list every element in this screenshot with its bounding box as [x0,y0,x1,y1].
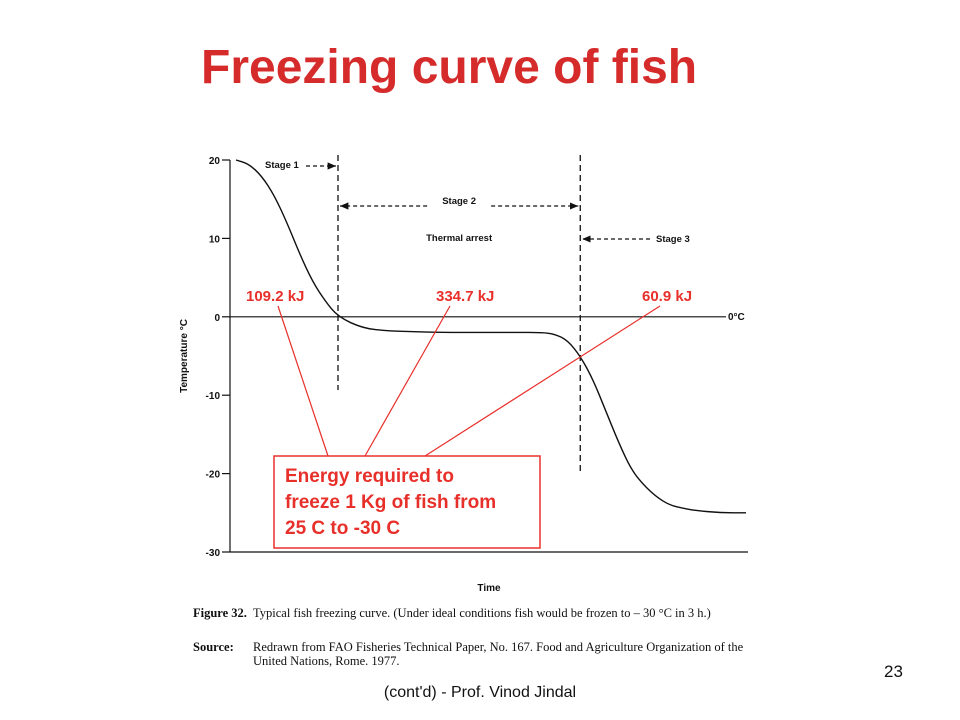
slide-title: Freezing curve of fish [201,41,698,94]
energy-leader-3 [424,305,661,457]
stage-1-label: Stage 1 [265,160,300,171]
y-axis-title: Temperature °C [179,319,190,393]
energy-label-2: 334.7 kJ [436,288,494,305]
stage-3-label: Stage 3 [656,234,690,245]
annotation-layer: Stage 1 Stage 2 Thermal arrest Stage 3 109.2… [246,155,692,549]
energy-box-line-2: freeze 1 Kg of fish from [285,492,496,513]
y-tick-label: -20 [206,470,221,481]
energy-label-1: 109.2 kJ [246,288,304,305]
source-label: Source: [193,640,234,654]
energy-box-line-1: Energy required to [285,466,454,487]
figure-label: Figure 32. [193,606,247,620]
y-tick-label: 20 [209,156,221,167]
y-tick-label: 0 [214,313,220,324]
y-tick-label: -10 [206,391,221,402]
energy-box-line-3: 25 C to -30 C [285,518,400,539]
slide-footer: (cont'd) - Prof. Vinod Jindal [383,684,577,701]
y-tick-label: -30 [206,548,221,559]
source-text: Redrawn from FAO Fisheries Technical Pap… [253,640,744,668]
freezing-curve [235,159,746,514]
stage-2-label: Stage 2 [442,196,476,207]
energy-box [273,455,541,549]
zero-line-label: 0°C [728,312,745,323]
energy-leader-1 [277,305,329,457]
axis-layer: 0°C 20 10 0 -10 -20 -30 Temperature °C Time [179,156,748,594]
curve-layer [235,159,746,514]
x-axis-title: Time [477,583,501,594]
figure-text: Typical fish freezing curve. (Under idea… [253,606,711,620]
thermal-arrest-label: Thermal arrest [426,233,493,244]
energy-leader-2 [364,305,451,457]
figure-caption: Figure 32. Typical fish freezing curve. (… [193,606,753,620]
source-caption: Source: Redrawn from FAO Fisheries Techni… [193,640,753,668]
page-number: 23 [884,662,903,681]
y-tick-label: 10 [209,234,221,245]
energy-label-3: 60.9 kJ [642,288,692,305]
